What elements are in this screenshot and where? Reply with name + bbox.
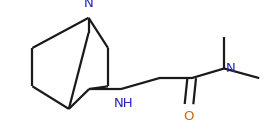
Text: NH: NH <box>114 97 133 110</box>
Text: N: N <box>225 62 235 75</box>
Text: O: O <box>184 110 194 123</box>
Text: N: N <box>84 0 93 10</box>
